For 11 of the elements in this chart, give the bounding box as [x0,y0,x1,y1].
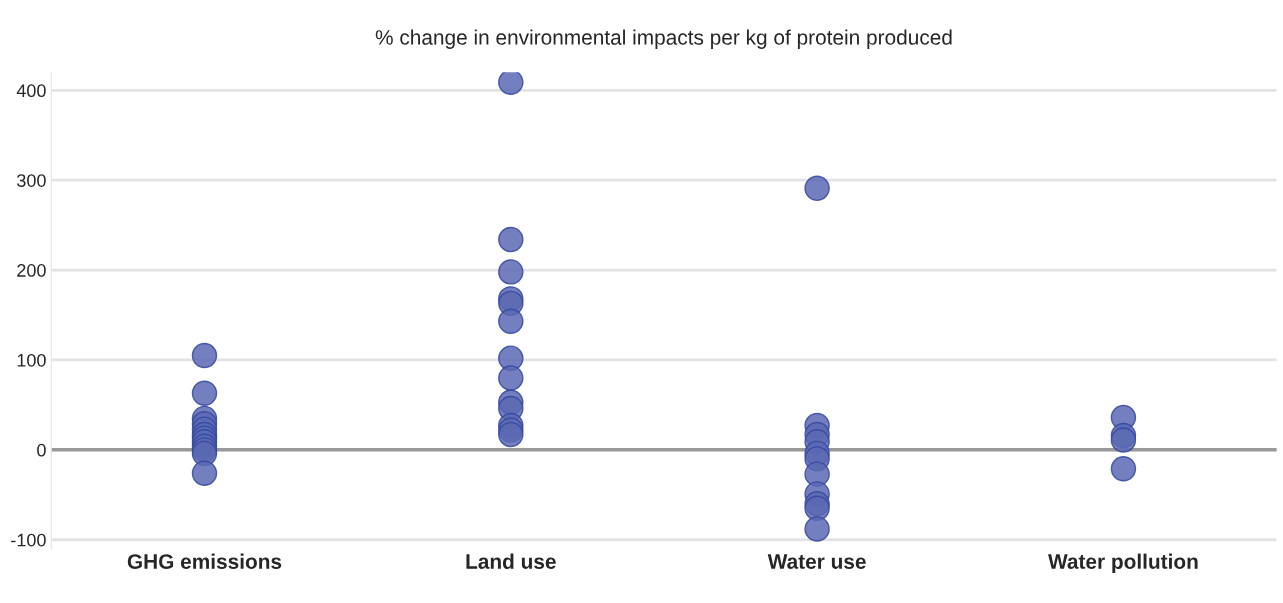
y-tick-label: 0 [37,443,46,457]
x-tick-label: Water pollution [1048,553,1198,574]
y-tick-label: 200 [17,264,46,277]
y-tick-label: 400 [16,84,46,98]
y-tick-label: 300 [17,174,46,187]
y-tick-label: 100 [17,353,46,367]
x-tick-label: Water use [767,554,866,569]
x-tick-label: Land use [466,553,556,569]
chart-title: % change in environmental impacts per kg of protein produced [375,29,952,49]
y-tick-label: -100 [11,533,46,547]
x-tick-label: GHG emissions [127,553,282,569]
